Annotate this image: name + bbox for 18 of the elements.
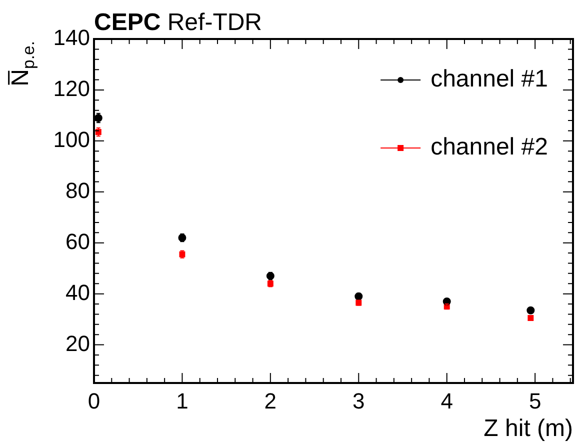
y-tick-label: 140 — [53, 25, 90, 50]
y-tick-label: 40 — [66, 280, 90, 305]
x-tick-label: 3 — [352, 388, 365, 414]
x-tick-label: 4 — [440, 388, 453, 414]
x-tick-label: 5 — [528, 388, 542, 414]
x-tick-label: 2 — [264, 388, 277, 414]
y-tick-label: 20 — [66, 330, 90, 356]
y-tick-label: 80 — [66, 178, 90, 203]
y-axis-title: N̅p.e. — [7, 40, 38, 86]
x-tick-label: 1 — [176, 388, 188, 414]
chart-title: CEPC Ref-TDR — [94, 9, 262, 36]
x-tick-label: 0 — [88, 388, 100, 414]
y-tick-label: 120 — [53, 76, 90, 102]
legend-label: channel #2 — [430, 134, 548, 161]
y-tick-label: 100 — [53, 126, 90, 152]
x-axis-title: Z hit (m) — [484, 415, 574, 442]
legend-label: channel #1 — [430, 66, 548, 93]
y-tick-label: 60 — [66, 228, 90, 254]
